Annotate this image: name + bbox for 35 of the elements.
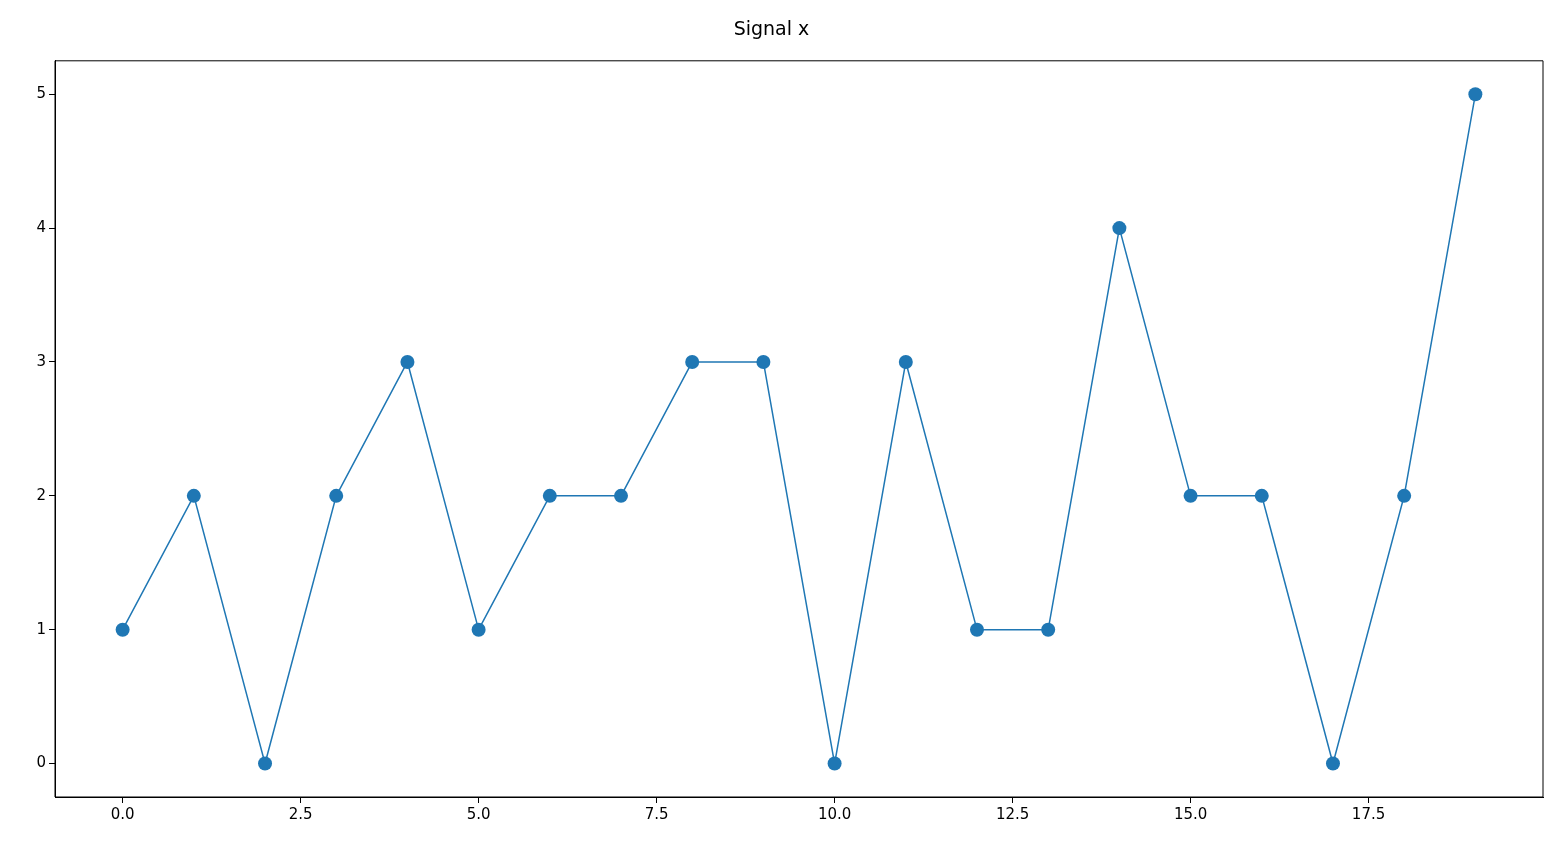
y-tick-label: 0 <box>36 753 46 772</box>
chart-title: Signal x <box>733 17 810 40</box>
point <box>1112 221 1127 236</box>
y-tick-label: 2 <box>36 485 46 504</box>
x-tick-label: 17.5 <box>1351 804 1386 823</box>
point <box>969 622 984 637</box>
point <box>898 354 913 369</box>
x-tick-label: 12.5 <box>995 804 1030 823</box>
point <box>1183 488 1198 503</box>
x-tick-label: 0.0 <box>110 804 135 823</box>
point <box>614 488 629 503</box>
point <box>685 354 700 369</box>
point <box>329 488 344 503</box>
x-tick-label: 10.0 <box>817 804 852 823</box>
x-tick-label: 2.5 <box>288 804 313 823</box>
point <box>1468 87 1483 102</box>
point <box>186 488 201 503</box>
point <box>1041 622 1056 637</box>
point <box>827 756 842 771</box>
y-tick-label: 5 <box>36 84 46 103</box>
x-tick-label: 7.5 <box>644 804 669 823</box>
point <box>542 488 557 503</box>
point <box>115 622 130 637</box>
point <box>1254 488 1269 503</box>
x-tick-label: 5.0 <box>466 804 491 823</box>
point <box>471 622 486 637</box>
point <box>400 354 415 369</box>
point <box>1325 756 1340 771</box>
y-tick-label: 3 <box>36 351 46 370</box>
point <box>1397 488 1412 503</box>
y-tick-label: 1 <box>36 619 46 638</box>
point <box>258 756 273 771</box>
y-tick-label: 4 <box>36 218 46 237</box>
point <box>756 354 771 369</box>
x-tick-label: 15.0 <box>1173 804 1208 823</box>
